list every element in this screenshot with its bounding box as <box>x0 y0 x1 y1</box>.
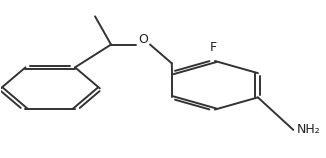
Text: NH₂: NH₂ <box>297 123 320 136</box>
Text: F: F <box>210 41 217 54</box>
Text: O: O <box>138 33 148 46</box>
